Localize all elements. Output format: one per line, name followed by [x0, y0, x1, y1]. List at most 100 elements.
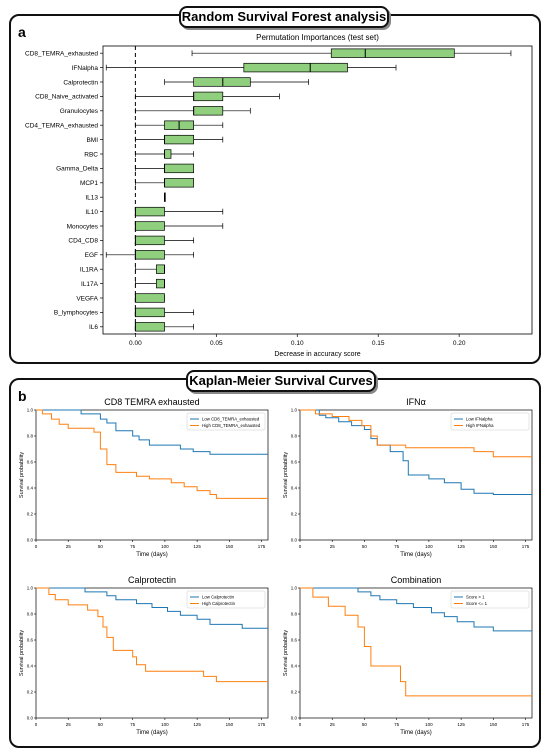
box-IL10: [135, 206, 165, 217]
box-IL17A: [156, 278, 165, 289]
box-IL6: [135, 322, 165, 332]
panel-a-letter: a: [18, 24, 26, 40]
legend-box: [450, 590, 530, 609]
km-curve-series-1: [36, 587, 268, 683]
km-chart-ifna: IFNα 0 25 50 75 100 125 150 175 0.0 0.2 0.4 0.6 0.8 1.…: [283, 397, 533, 558]
x-tick-label: 150: [226, 544, 234, 549]
x-tick-label: 75: [394, 544, 400, 549]
x-tick-label: 25: [66, 544, 72, 549]
y-tick-label: 0.8: [27, 612, 34, 617]
km-chart-combination: Combination 0 25 50 75 100 125 150 175 0.0 0.2 0.4 0…: [283, 575, 533, 736]
box-IL1RA: [156, 264, 165, 274]
box-EGF: [135, 250, 165, 260]
box-Gamma_Delta: [164, 163, 195, 174]
feature-label: B_lymphocytes: [54, 310, 99, 317]
chart-title: CD8 TEMRA exhausted: [104, 397, 199, 407]
y-tick-label: 0.6: [291, 638, 298, 643]
panel-b-title: Kaplan-Meier Survival Curves: [186, 370, 376, 392]
legend-entry: High CD8_TEMRA_exhausted: [202, 423, 261, 428]
feature-label: IL13: [85, 195, 98, 202]
y-tick-label: 0.0: [27, 538, 34, 543]
km-curve-series-1: [300, 587, 532, 697]
panel-a-title: Random Survival Forest analysis: [179, 6, 389, 28]
x-tick-label: 175: [258, 722, 266, 727]
x-tick-label: 25: [66, 722, 72, 727]
x-tick-label: 0.05: [210, 340, 223, 347]
panel-b-letter: b: [18, 388, 27, 404]
y-tick-label: 0.0: [27, 716, 34, 721]
y-axis-label: Survival probability: [283, 630, 289, 676]
box-Granulocytes: [193, 106, 224, 116]
feature-label: CD8_TEMRA_exhausted: [25, 51, 98, 58]
x-tick-label: 0.00: [129, 340, 142, 347]
x-tick-label: 100: [161, 722, 169, 727]
km-curve-series-0: [36, 409, 268, 455]
y-tick-label: 0.4: [27, 664, 34, 669]
y-tick-label: 0.4: [27, 486, 34, 491]
y-tick-label: 0.0: [291, 716, 298, 721]
legend-entry: Score <= 1: [466, 601, 488, 606]
feature-label: CD8_Naive_activated: [35, 94, 98, 101]
x-tick-label: 0: [35, 544, 38, 549]
y-tick-label: 1.0: [27, 408, 34, 413]
x-axis-label: Time (days): [136, 730, 167, 736]
feature-label: IL17A: [81, 281, 99, 288]
x-tick-label: 175: [522, 544, 530, 549]
box-Monocytes: [135, 221, 165, 231]
x-tick-label: 100: [161, 544, 169, 549]
y-tick-label: 0.6: [291, 460, 298, 465]
box-B_lymphocytes: [135, 307, 165, 318]
feature-label: Monocytes: [67, 223, 99, 230]
feature-label: IFNalpha: [72, 65, 99, 72]
x-axis-label: Time (days): [400, 552, 431, 558]
x-tick-label: 100: [425, 544, 433, 549]
box-CD8_TEMRA_exhausted: [330, 48, 455, 58]
x-tick-label: 0: [299, 544, 302, 549]
x-tick-label: 125: [193, 722, 201, 727]
feature-label: VEGFA: [76, 295, 98, 302]
box-IFNalpha: [243, 62, 348, 73]
x-tick-label: 0: [299, 722, 302, 727]
y-tick-label: 1.0: [27, 586, 34, 591]
x-tick-label: 0.15: [372, 340, 385, 347]
y-tick-label: 0.2: [291, 512, 298, 517]
chart-title: IFNα: [406, 397, 426, 407]
x-tick-label: 125: [193, 544, 201, 549]
x-tick-label: 75: [394, 722, 400, 727]
x-tick-label: 50: [362, 722, 368, 727]
feature-label: BMI: [86, 137, 98, 144]
x-tick-label: 150: [226, 722, 234, 727]
x-tick-label: 175: [522, 722, 530, 727]
plot-frame: [299, 587, 533, 719]
y-tick-label: 0.8: [27, 434, 34, 439]
x-tick-label: 0.10: [291, 340, 304, 347]
chart-title: Combination: [391, 575, 442, 585]
y-tick-label: 0.8: [291, 434, 298, 439]
km-curve-series-1: [300, 409, 532, 458]
y-tick-label: 0.4: [291, 664, 298, 669]
x-tick-label: 0.20: [453, 340, 466, 347]
plot-frame: [35, 409, 269, 541]
y-tick-label: 0.0: [291, 538, 298, 543]
x-tick-label: 150: [490, 544, 498, 549]
feature-label: CD4_TEMRA_exhausted: [25, 123, 98, 130]
legend-entry: High Calprotectin: [202, 601, 236, 606]
plot-frame: [299, 409, 533, 541]
y-tick-label: 0.2: [291, 690, 298, 695]
x-tick-label: 150: [490, 722, 498, 727]
panel-b: [9, 378, 541, 748]
y-axis-label: Survival probability: [19, 452, 25, 498]
box-MCP1: [164, 178, 195, 188]
legend-box: [450, 412, 530, 431]
permutation-importance-chart: Permutation Importances (test set) 0.00 0.…: [25, 33, 533, 358]
x-tick-label: 125: [457, 544, 465, 549]
legend-entry: Low Calprotectin: [202, 595, 235, 600]
feature-label: Gamma_Delta: [56, 166, 98, 173]
y-axis-label: Survival probability: [283, 452, 289, 498]
legend-box: [186, 412, 266, 431]
plot-frame: [102, 45, 533, 335]
y-tick-label: 0.4: [291, 486, 298, 491]
legend-entry: Score > 1: [466, 595, 485, 600]
km-chart-cd8-temra: CD8 TEMRA exhausted 0 25 50 75 100 125 150 175 0.…: [19, 397, 269, 558]
chart-title: Permutation Importances (test set): [256, 33, 379, 42]
